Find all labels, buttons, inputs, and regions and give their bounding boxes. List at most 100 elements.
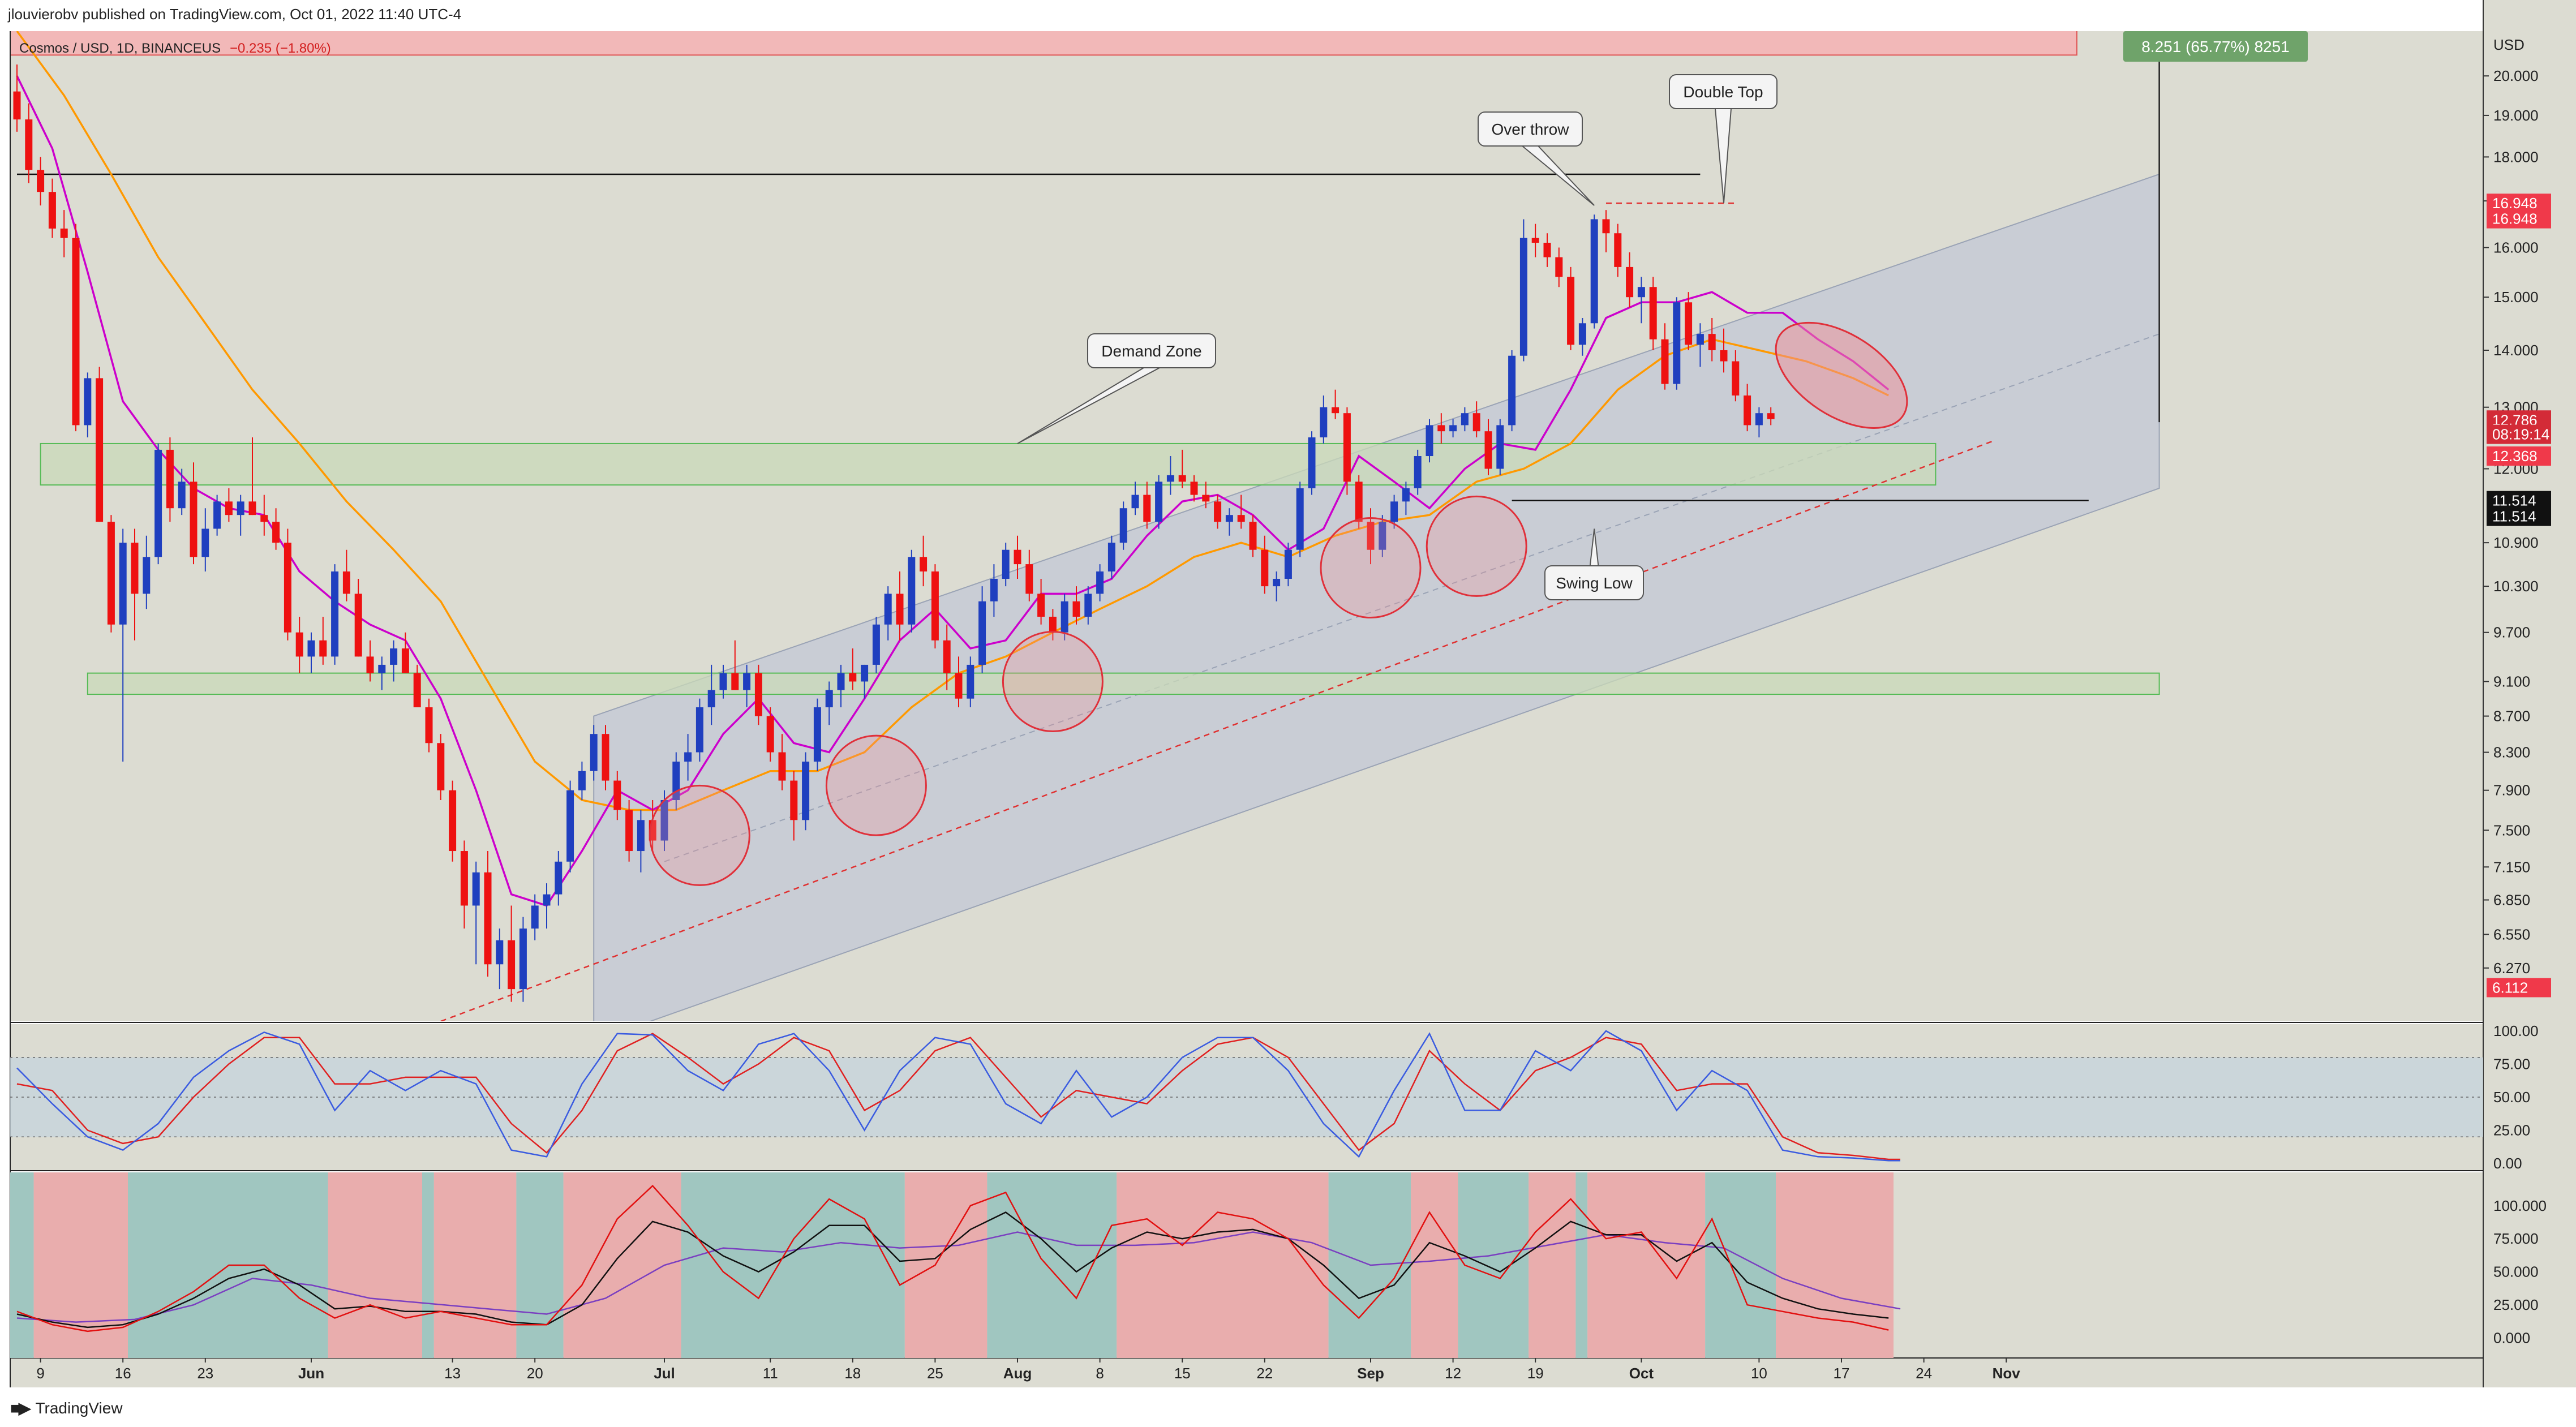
candle-body	[1025, 564, 1033, 594]
legend-change: −0.235 (−1.80%)	[230, 41, 331, 56]
measure-label: 8.251 (65.77%) 8251	[2141, 38, 2290, 55]
candle-body	[119, 543, 127, 625]
candle-body	[354, 594, 362, 657]
candle-body	[1049, 616, 1057, 633]
candle-body	[154, 449, 162, 557]
candle-body	[813, 707, 821, 762]
candle-body	[1343, 413, 1351, 482]
time-tick-label: Oct	[1629, 1365, 1654, 1382]
candle-body	[96, 378, 104, 522]
candle-body	[48, 192, 56, 229]
candle-body	[543, 894, 551, 906]
main-pane-group: Over throw Double Top Demand Zone Swing Low	[10, 31, 2160, 1021]
demand-zone-0	[40, 442, 1937, 486]
candle-body	[578, 771, 586, 790]
candle-body	[1661, 339, 1669, 384]
price-label-bg	[2487, 424, 2551, 444]
candle-body	[1519, 238, 1527, 356]
candle-body	[1367, 522, 1375, 550]
candle-body	[967, 664, 974, 699]
candle-body	[1284, 549, 1292, 579]
candle-body	[931, 571, 939, 641]
candle-body	[1590, 219, 1598, 324]
candle-body	[1131, 495, 1139, 509]
candle-body	[802, 762, 810, 820]
candle-body	[743, 673, 751, 690]
candle-body	[1696, 334, 1704, 345]
candle-body	[1237, 515, 1245, 522]
candle-body	[625, 810, 633, 852]
candle-body	[1461, 413, 1469, 425]
price-tick-label: 9.700	[2493, 624, 2530, 641]
candle-body	[213, 501, 221, 529]
measure-label-bg	[2123, 31, 2308, 62]
candle-body	[1402, 488, 1410, 502]
candle-body	[1390, 501, 1398, 522]
stoch-level-label: 25.00	[2493, 1122, 2530, 1139]
highlight-ellipse	[1775, 321, 1908, 429]
candle-body	[449, 790, 457, 852]
time-tick-label: 23	[197, 1365, 213, 1382]
legend-symbol: Cosmos / USD, 1D, BINANCEUS	[19, 41, 221, 56]
candle-body	[1379, 522, 1386, 550]
oscillator-band	[1587, 1172, 1706, 1358]
time-tick-label: 9	[36, 1365, 44, 1382]
time-tick-label: Jun	[298, 1365, 324, 1382]
candle-body	[613, 780, 621, 810]
price-axis-currency: USD	[2493, 36, 2525, 53]
price-tick-label: 6.850	[2493, 892, 2530, 909]
candle-body	[1096, 571, 1104, 594]
candle-body	[1320, 407, 1328, 438]
top-resistance-zone	[10, 31, 2077, 56]
callout-over-throw-box	[1478, 111, 1583, 147]
candle-body	[460, 851, 468, 906]
candle-body	[366, 656, 374, 673]
price-tick-label: 10.900	[2493, 534, 2539, 551]
candle-body	[519, 929, 527, 990]
callout-over-throw: Over throw	[1478, 111, 1595, 206]
price-label: 16.948	[2492, 195, 2538, 212]
candle-body	[566, 790, 574, 862]
price-label-bg	[2487, 978, 2551, 998]
candle-body	[1614, 233, 1622, 267]
time-tick-label: 25	[927, 1365, 943, 1382]
candle-body	[131, 543, 139, 594]
oscillator-band	[433, 1172, 517, 1358]
callout-demand-zone-box	[1087, 333, 1216, 368]
price-tick-label: 18.000	[2493, 148, 2539, 165]
highlight-circle-1	[825, 734, 927, 836]
candle-body	[1261, 549, 1269, 587]
candle-body	[1084, 594, 1092, 617]
time-tick-label: 17	[1834, 1365, 1850, 1382]
candle-body	[778, 752, 786, 781]
candle-body	[484, 872, 492, 965]
price-label: 11.514	[2492, 508, 2536, 525]
price-label: 12.368	[2492, 448, 2538, 465]
candle-body	[872, 624, 880, 665]
candle-body	[1602, 219, 1610, 234]
candle-body	[284, 543, 291, 633]
candle-body	[1472, 413, 1480, 432]
price-tick-label: 16.000	[2493, 239, 2539, 256]
publisher-line: jlouvierobv published on TradingView.com…	[8, 6, 462, 23]
candle-body	[920, 557, 928, 571]
candle-body	[1002, 549, 1010, 579]
candle-body	[1249, 522, 1257, 550]
candle-body	[1744, 395, 1751, 425]
red-dashed-trendline	[440, 440, 1995, 1021]
callout-swing-low-label: Swing Low	[1556, 574, 1633, 592]
candle-body	[849, 673, 857, 682]
candle-body	[1414, 456, 1422, 488]
candle-body	[295, 632, 303, 657]
candle-body	[1332, 407, 1339, 414]
time-tick-label: 24	[1916, 1365, 1932, 1382]
candle-body	[1732, 361, 1740, 396]
candle-body	[1626, 267, 1634, 298]
candle-body	[37, 170, 45, 192]
candle-body	[707, 690, 715, 708]
candle-body	[754, 673, 762, 716]
oscillator-band	[422, 1172, 434, 1358]
candle-body	[13, 91, 21, 120]
candle-body	[766, 716, 774, 753]
